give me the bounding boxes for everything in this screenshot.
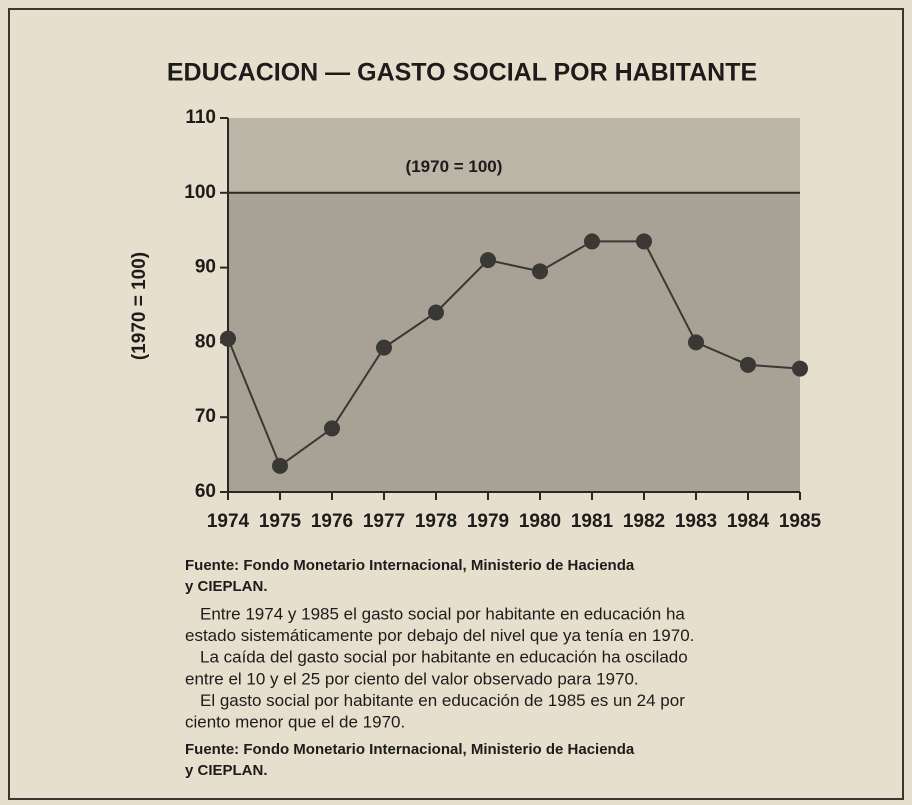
x-tick-label: 1974 [207,511,250,532]
source: Fuente: Fondo Monetario Internacional, M… [185,741,635,758]
x-tick-label: 1979 [467,511,509,532]
point [792,360,808,377]
point [272,457,288,474]
x-tick-label: 1985 [779,511,822,532]
point [220,330,236,347]
x-tick-label: 1983 [675,511,717,532]
reference-band [228,118,800,193]
x-tick-label: 1978 [415,511,457,532]
point [688,334,704,351]
source: Fuente: Fondo Monetario Internacional, M… [185,557,635,574]
note-line: El gasto social por habitante en educaci… [200,691,685,710]
line [227,240,801,468]
x-tick-label: 1984 [727,511,770,532]
y-tick-label: 110 [185,107,216,128]
point [740,356,756,373]
note-line: Entre 1974 y 1985 el gasto social por ha… [200,604,685,623]
source: y CIEPLAN. [185,578,268,595]
note-line: ciento menor que el de 1970. [185,712,405,731]
y-tick-label: 100 [184,182,216,203]
x-tick-label: 1976 [311,511,353,532]
point [480,252,496,269]
point [584,233,600,250]
x-tick-label: 1975 [259,511,302,532]
note-line: La caída del gasto social por habitante … [200,648,688,667]
y-axis-label: (1970 = 100) [129,252,150,360]
point [376,339,392,356]
x-tick-label: 1982 [623,511,665,532]
x-tick-label: 1977 [363,511,405,532]
point [324,420,340,437]
point [636,233,652,250]
chart-title: EDUCACION — GASTO SOCIAL POR HABITANTE [167,59,757,87]
y-tick-label: 90 [195,257,216,278]
note-line: entre el 10 y el 25 por ciento del valor… [185,669,639,688]
plot: (1970 = 100) 60 70 80 90 100 110 1974 1975 1976 19… [184,107,821,532]
annotation: (1970 = 100) [406,157,503,176]
y-tick-label: 60 [195,481,216,502]
x-tick-label: 1980 [519,511,561,532]
y-tick-label: 70 [195,406,216,427]
point [532,263,548,280]
x-tick-label: 1981 [571,511,614,532]
source: y CIEPLAN. [185,762,268,779]
point [428,304,444,321]
note-line: estado sistemáticamente por debajo del n… [185,626,694,645]
notes: Fuente: Fondo Monetario Internacional, M… [185,557,694,779]
y-tick-label: 80 [195,331,216,352]
